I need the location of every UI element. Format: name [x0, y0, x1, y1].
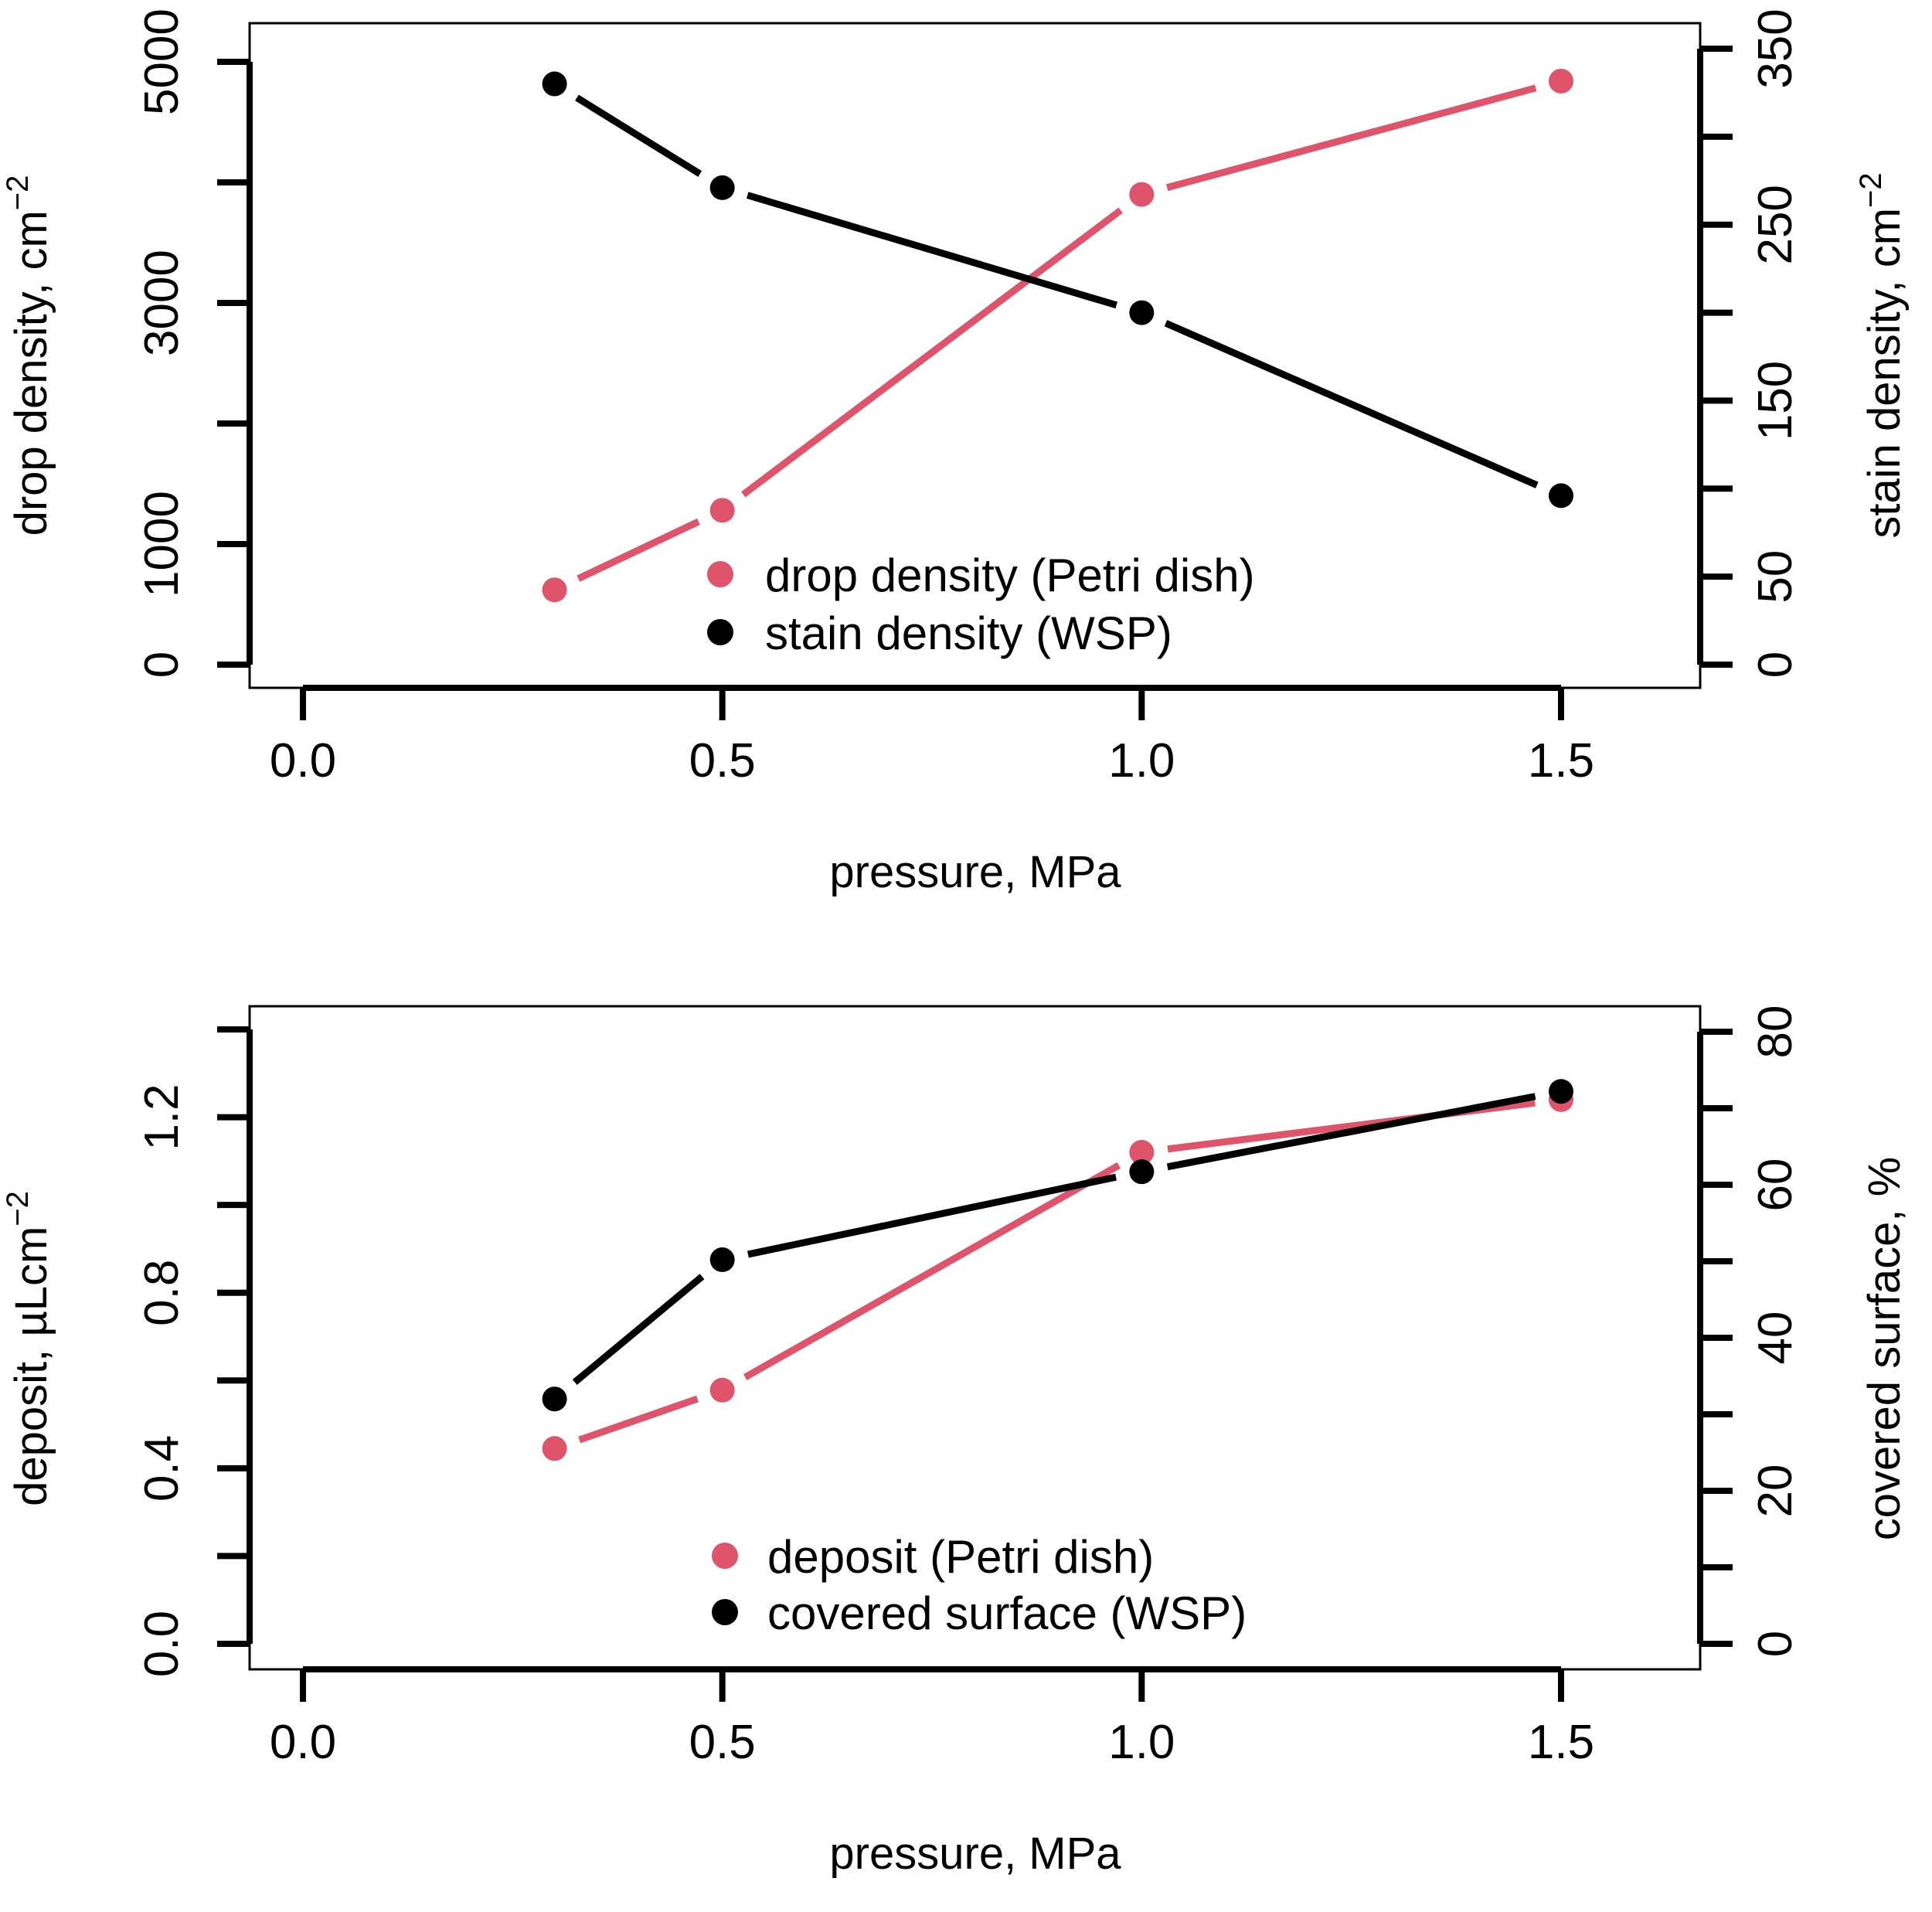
legend-label: stain density (WSP) [765, 607, 1172, 659]
series-line-segment [1164, 320, 1539, 488]
data-point [1129, 300, 1155, 325]
legend-label: drop density (Petri dish) [765, 549, 1255, 601]
y-axis-title-left: drop density, cm−2 [1, 175, 56, 536]
x-tick-label: 1.5 [1528, 734, 1594, 788]
x-axis-title: pressure, MPa [829, 1829, 1121, 1879]
x-tick-label: 0.0 [270, 734, 336, 788]
series-line-segment [746, 192, 1118, 309]
legend-marker [707, 619, 733, 645]
series-1 [542, 68, 1573, 603]
series-1 [542, 1087, 1573, 1461]
data-point [542, 71, 567, 97]
data-point [1129, 1140, 1155, 1165]
y-axis-title-right: covered surface, % [1859, 1157, 1910, 1540]
y-tick-label-right: 0 [1749, 652, 1802, 678]
y-tick-label-right: 20 [1749, 1465, 1802, 1518]
y-axis-title-right-exponent: −2 [1854, 172, 1888, 208]
data-point [1549, 68, 1573, 94]
y-tick-label-right: 40 [1749, 1312, 1802, 1365]
legend: drop density (Petri dish) stain density (… [707, 549, 1255, 659]
y-tick-label-right: 60 [1749, 1158, 1802, 1212]
y-axis-title-left-text: deposit, µLcm [6, 1226, 56, 1506]
series-line-segment [741, 207, 1123, 498]
data-point [709, 498, 735, 523]
y-axis-title-right-text: covered surface, % [1859, 1157, 1910, 1540]
x-tick-label: 0.5 [689, 1716, 756, 1769]
series-line-segment [1165, 84, 1537, 192]
y-tick-label-left: 0.4 [135, 1435, 189, 1502]
y-tick-label-left: 3000 [135, 250, 189, 356]
series-line-segment [577, 518, 700, 582]
y-tick-label-right: 50 [1749, 550, 1802, 604]
series-line-segment [572, 1274, 705, 1385]
data-point [1129, 1159, 1155, 1185]
x-axis-title: pressure, MPa [829, 847, 1121, 897]
y-tick-label-left: 0.8 [135, 1260, 189, 1326]
data-point [542, 1386, 567, 1412]
y-tick-label-left: 1.2 [135, 1084, 189, 1150]
data-point [709, 175, 735, 200]
legend-marker [712, 1599, 738, 1625]
series-line-segment [578, 1395, 699, 1444]
y-axis-title-right-text: stain density, cm [1859, 208, 1910, 539]
x-tick-label: 0.5 [689, 734, 756, 788]
legend-label: covered surface (WSP) [767, 1587, 1247, 1639]
data-point [542, 1436, 567, 1461]
y-axis-title-left-exponent: −2 [1, 1191, 35, 1226]
y-tick-label-right: 250 [1749, 185, 1802, 264]
x-tick-label: 1.0 [1108, 1716, 1175, 1769]
data-point [1129, 182, 1155, 207]
data-point [1549, 1079, 1573, 1104]
y-axis-title-left-text: drop density, cm [6, 210, 56, 536]
chart-panel-2: 0.0 0.4 0.8 1.2 0 20 40 60 80 0.0 0.5 1.0 1.5 pressur… [1, 1005, 1910, 1879]
x-tick-label: 1.0 [1108, 734, 1175, 788]
x-tick-label: 1.5 [1528, 1716, 1594, 1769]
data-point [709, 1247, 735, 1273]
y-tick-label-left: 0.0 [135, 1611, 189, 1677]
series-line-segment [575, 94, 702, 177]
legend-marker [712, 1543, 738, 1569]
series-2 [542, 71, 1573, 509]
y-tick-label-right: 350 [1749, 9, 1802, 88]
legend-marker [707, 561, 733, 587]
data-point [1549, 483, 1573, 509]
data-point [542, 577, 567, 603]
series-2 [542, 1079, 1573, 1412]
y-tick-label-right: 0 [1749, 1631, 1802, 1657]
chart-panel-1: 0 1000 3000 5000 0 50 150 250 350 0.0 0.5 1.0 1.5 pre… [1, 9, 1910, 897]
y-axis-title-right: stain density, cm−2 [1854, 172, 1910, 538]
x-tick-label: 0.0 [270, 1716, 336, 1769]
y-tick-label-right: 80 [1749, 1005, 1802, 1059]
data-point [709, 1377, 735, 1403]
y-tick-label-right: 150 [1749, 361, 1802, 441]
legend-label: deposit (Petri dish) [767, 1531, 1154, 1583]
y-tick-label-left: 1000 [135, 491, 189, 597]
series-line-segment [1166, 1093, 1536, 1171]
y-tick-label-left: 5000 [135, 9, 189, 115]
series-line-segment [743, 1162, 1121, 1380]
series-line-segment [747, 1173, 1117, 1258]
legend: deposit (Petri dish)covered surface (WSP… [712, 1531, 1247, 1639]
y-axis-title-left: deposit, µLcm−2 [1, 1191, 56, 1506]
y-axis-title-left-exponent: −2 [1, 175, 35, 211]
y-tick-label-left: 0 [135, 652, 189, 678]
